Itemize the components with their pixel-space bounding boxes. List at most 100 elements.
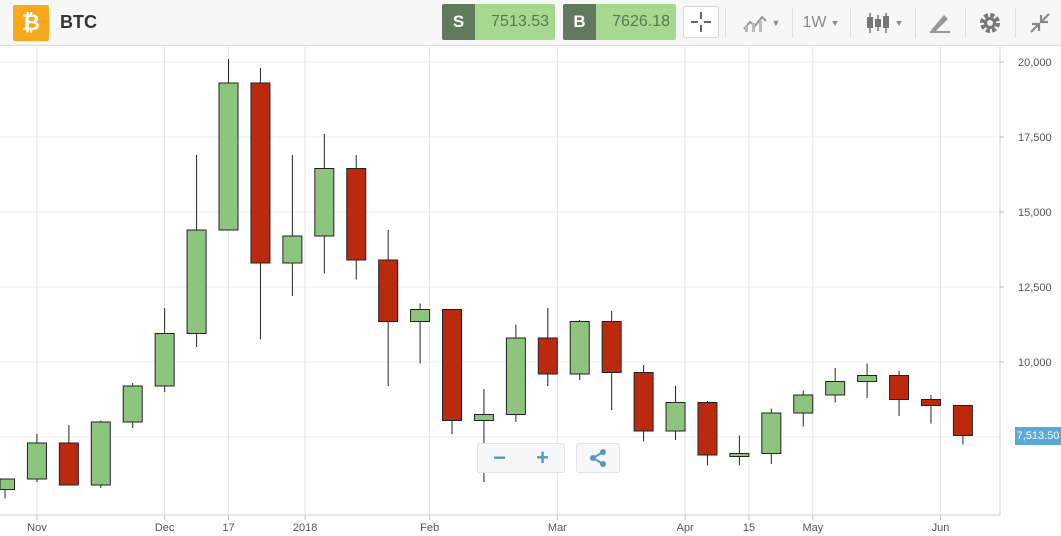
candle-up[interactable] [90,420,111,489]
x-axis-label: 2018 [293,522,317,534]
candle-body [633,372,654,432]
candle-down[interactable] [633,365,654,442]
buy-price: 7626.18 [596,4,676,40]
candle-up[interactable] [665,386,686,440]
x-axis-label: Nov [27,522,47,534]
candle-down[interactable] [697,401,718,466]
candle-body [920,399,941,406]
candle-body [250,82,271,264]
candle-body [410,309,431,322]
candle-up[interactable] [761,408,782,465]
candle-body [952,405,973,436]
timeframe-label: 1W [802,14,827,31]
x-axis-label: May [802,522,823,534]
candle-body [58,442,79,486]
candle-down[interactable] [952,405,973,445]
candle-up[interactable] [729,435,750,466]
candle-up[interactable] [282,155,303,296]
y-axis-label: 20,000 [1018,57,1052,69]
zoom-controls: − + [477,443,565,473]
candle-up[interactable] [122,383,143,428]
candle-body [889,375,910,400]
candle-up[interactable] [569,320,590,380]
candle-down[interactable] [346,155,367,280]
drawing-tools-button[interactable] [920,0,960,46]
sell-price: 7513.53 [475,4,555,40]
candle-up[interactable] [857,363,878,399]
candle-down[interactable] [378,230,399,386]
candle-up[interactable] [825,368,846,403]
candle-body [346,168,367,261]
candle-body [442,309,463,421]
y-axis-label: 15,000 [1018,207,1052,219]
settings-button[interactable] [970,0,1010,46]
candle-up[interactable] [26,434,47,482]
crosshair-button[interactable] [683,6,719,38]
y-axis-label: 12,500 [1018,282,1052,294]
candle-up[interactable] [0,478,15,499]
candle-down[interactable] [58,425,79,486]
zoom-in-icon[interactable]: + [536,445,549,470]
candle-up[interactable] [314,134,335,274]
x-axis-label: Mar [548,522,567,534]
crosshair-icon [691,12,711,32]
x-axis-label: Dec [155,522,175,534]
candle-style-menu[interactable]: ▼ [856,0,912,46]
candle-body [697,402,718,456]
timeframe-menu[interactable]: 1W ▼ [796,0,846,46]
candle-body [857,375,878,382]
candle-body [218,82,239,231]
candle-body [601,321,622,373]
share-button[interactable] [576,443,620,473]
candle-body [505,337,526,415]
candle-body [537,337,558,375]
instrument-symbol: BTC [60,12,97,32]
candle-down[interactable] [250,68,271,340]
candle-body [729,453,750,457]
candle-up[interactable] [505,324,526,423]
zoom-out-icon[interactable]: − [493,445,506,470]
x-axis-label: 17 [222,522,234,534]
toolbar-divider [725,8,726,38]
candle-body [0,478,15,490]
candle-down[interactable] [601,311,622,410]
y-axis-label: 17,500 [1018,132,1052,144]
sell-quote-button[interactable]: S 7513.53 [442,4,555,40]
candle-body [26,442,47,480]
bitcoin-logo-icon: ₿ [13,5,49,41]
x-axis-label: Jun [932,522,950,534]
share-icon [590,449,606,467]
collapse-button[interactable] [1020,0,1060,46]
chart-type-menu[interactable]: ▼ [735,0,787,46]
candle-body [378,259,399,322]
candle-body [825,381,846,396]
candle-up[interactable] [410,303,431,364]
candle-up[interactable] [186,155,207,347]
line-chart-type-icon [742,15,767,32]
candle-up[interactable] [154,308,175,392]
candlestick-icon [866,13,889,33]
candle-body [186,229,207,334]
candle-up[interactable] [218,59,239,231]
candle-body [665,402,686,432]
candle-down[interactable] [889,371,910,416]
candle-up[interactable] [793,390,814,427]
candle-down[interactable] [537,308,558,386]
toolbar-divider [1015,8,1016,38]
buy-quote-button[interactable]: B 7626.18 [563,4,676,40]
candle-body [761,412,782,454]
sell-tag: S [442,4,475,40]
buy-tag: B [563,4,596,40]
candle-down[interactable] [920,395,941,424]
candle-body [314,168,335,237]
candle-body [793,394,814,414]
draw-pencil-icon [930,15,950,33]
x-axis-label: Apr [677,522,694,534]
chevron-down-icon: ▼ [830,18,840,28]
candle-down[interactable] [442,309,463,435]
chevron-down-icon: ▼ [771,18,781,28]
x-axis-label: Feb [420,522,439,534]
current-price-label: 7,513.50 [1015,427,1061,445]
x-axis-label: 15 [743,522,755,534]
